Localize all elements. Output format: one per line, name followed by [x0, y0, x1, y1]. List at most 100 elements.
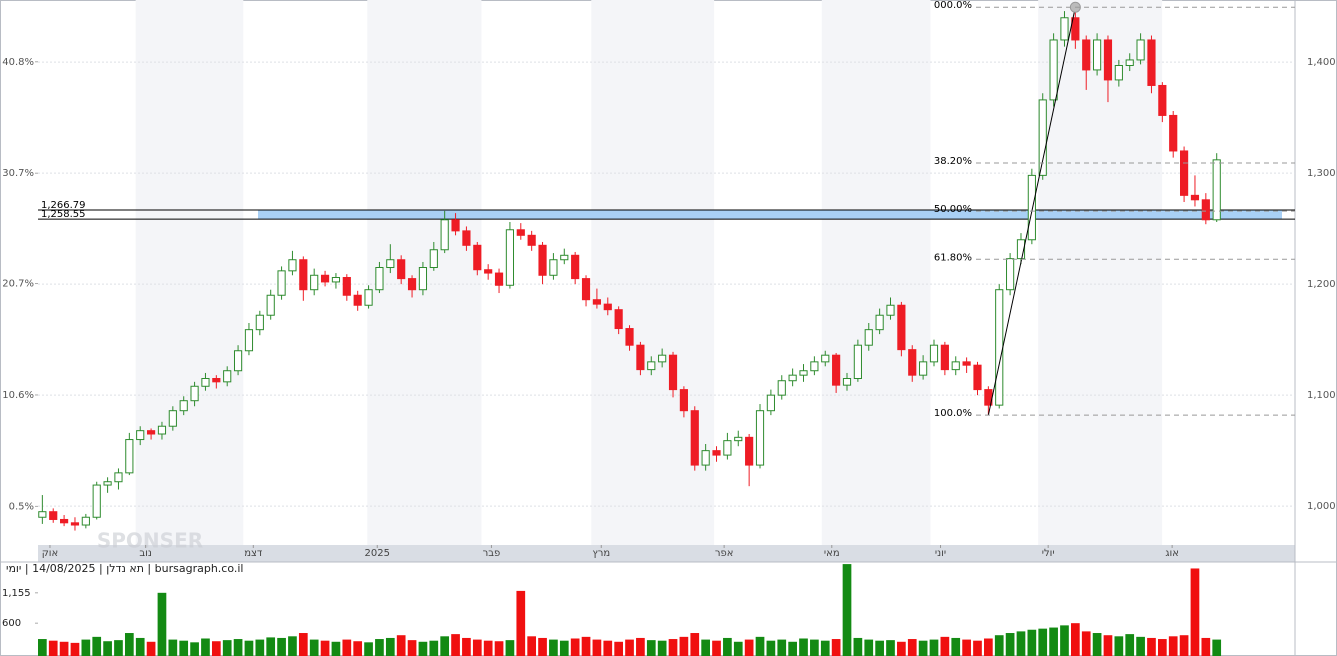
candle-body	[70, 522, 80, 526]
candle-body	[288, 259, 297, 272]
volume-bar	[581, 636, 591, 656]
candle-body	[658, 354, 667, 363]
volume-bar	[353, 641, 363, 656]
candle-body	[38, 511, 47, 518]
candle-body	[255, 314, 264, 331]
candle-body	[1082, 39, 1091, 71]
candle-body	[81, 516, 90, 526]
volume-bar	[92, 636, 102, 656]
volume-bar	[603, 640, 613, 656]
volume-bar	[1201, 637, 1211, 656]
candle-body	[962, 361, 971, 366]
candle-body	[342, 276, 351, 296]
candle-body	[788, 374, 797, 382]
candle-body	[375, 267, 384, 291]
volume-bar	[766, 640, 776, 656]
y-tick-label: 1,100	[1307, 390, 1336, 401]
volume-bar	[559, 640, 569, 656]
candle-body	[125, 439, 134, 474]
volume-bar	[222, 640, 232, 656]
volume-bar	[570, 638, 580, 656]
volume-bar	[396, 635, 406, 656]
x-tick-label: מאי	[824, 548, 840, 559]
candle-body	[320, 274, 330, 283]
candle-body	[929, 344, 939, 363]
volume-bar	[309, 639, 319, 656]
fib-label: 61.80%	[934, 252, 972, 263]
candle-body	[745, 436, 754, 466]
candle-body	[755, 410, 765, 466]
volume-bar	[810, 639, 819, 656]
y-tick-label: 1,200	[1307, 279, 1336, 290]
candle-body	[364, 289, 373, 306]
candle-body	[407, 278, 417, 291]
volume-bar	[266, 637, 276, 656]
candle-body	[777, 380, 786, 396]
candle-body	[114, 472, 123, 483]
volume-bar	[1049, 627, 1058, 656]
candle-body	[386, 259, 395, 269]
volume-bar	[820, 640, 830, 656]
candle-body	[505, 229, 515, 286]
candle-body	[1038, 99, 1047, 176]
candle-body	[995, 289, 1004, 406]
candle-body	[179, 400, 188, 412]
candle-body	[592, 299, 601, 305]
volume-bar	[592, 639, 602, 656]
volume-bar	[636, 637, 645, 656]
candle-body	[886, 304, 895, 316]
candle-body	[842, 378, 852, 386]
y-tick-label: 1,300	[1307, 168, 1336, 179]
volume-bar	[733, 641, 743, 656]
candle-body	[1136, 39, 1145, 61]
volume-bar	[407, 640, 417, 656]
candle-body	[1049, 39, 1058, 101]
candle-body	[1169, 114, 1178, 152]
candle-body	[560, 254, 569, 261]
volume-bar	[114, 640, 123, 656]
volume-bar	[255, 639, 265, 656]
volume-bar	[342, 639, 352, 656]
volume-bar	[625, 639, 634, 656]
x-tick-label: יוני	[935, 548, 946, 559]
volume-bar	[1125, 634, 1135, 656]
candle-body	[310, 274, 319, 291]
candle-body	[766, 394, 775, 412]
candle-body	[168, 410, 177, 427]
volume-bar	[701, 639, 710, 656]
candle-body	[92, 484, 101, 518]
volume-bar	[179, 640, 189, 656]
candle-body	[462, 230, 471, 246]
candle-body	[494, 272, 504, 286]
volume-bar	[1136, 636, 1145, 656]
volume-bar	[755, 636, 765, 656]
candle-body	[146, 430, 156, 435]
volume-bar	[364, 642, 373, 656]
candle-body	[440, 219, 449, 251]
volume-bar	[233, 639, 243, 656]
x-tick-label: 2025	[365, 548, 390, 559]
volume-bar	[81, 639, 91, 656]
volume-bar	[288, 636, 297, 656]
volume-bar	[1027, 629, 1037, 656]
x-tick-label: נוב	[139, 548, 152, 559]
candle-body	[636, 344, 645, 371]
fib-label: 50.00%	[934, 204, 972, 215]
volume-bar	[712, 640, 721, 656]
volume-bar	[59, 641, 69, 656]
candle-body	[832, 354, 841, 386]
volume-bar	[788, 641, 797, 656]
candle-body	[1190, 194, 1200, 201]
candle-body	[799, 370, 808, 376]
candle-body	[538, 244, 547, 276]
volume-bar	[886, 640, 895, 656]
candle-body	[1158, 84, 1167, 116]
volume-bar	[157, 592, 167, 656]
volume-bar	[418, 641, 428, 656]
volume-bar	[505, 640, 515, 656]
candle-body	[1179, 150, 1189, 196]
candle-body	[908, 349, 917, 376]
candle-body	[1060, 17, 1069, 41]
volume-bar	[201, 638, 210, 656]
